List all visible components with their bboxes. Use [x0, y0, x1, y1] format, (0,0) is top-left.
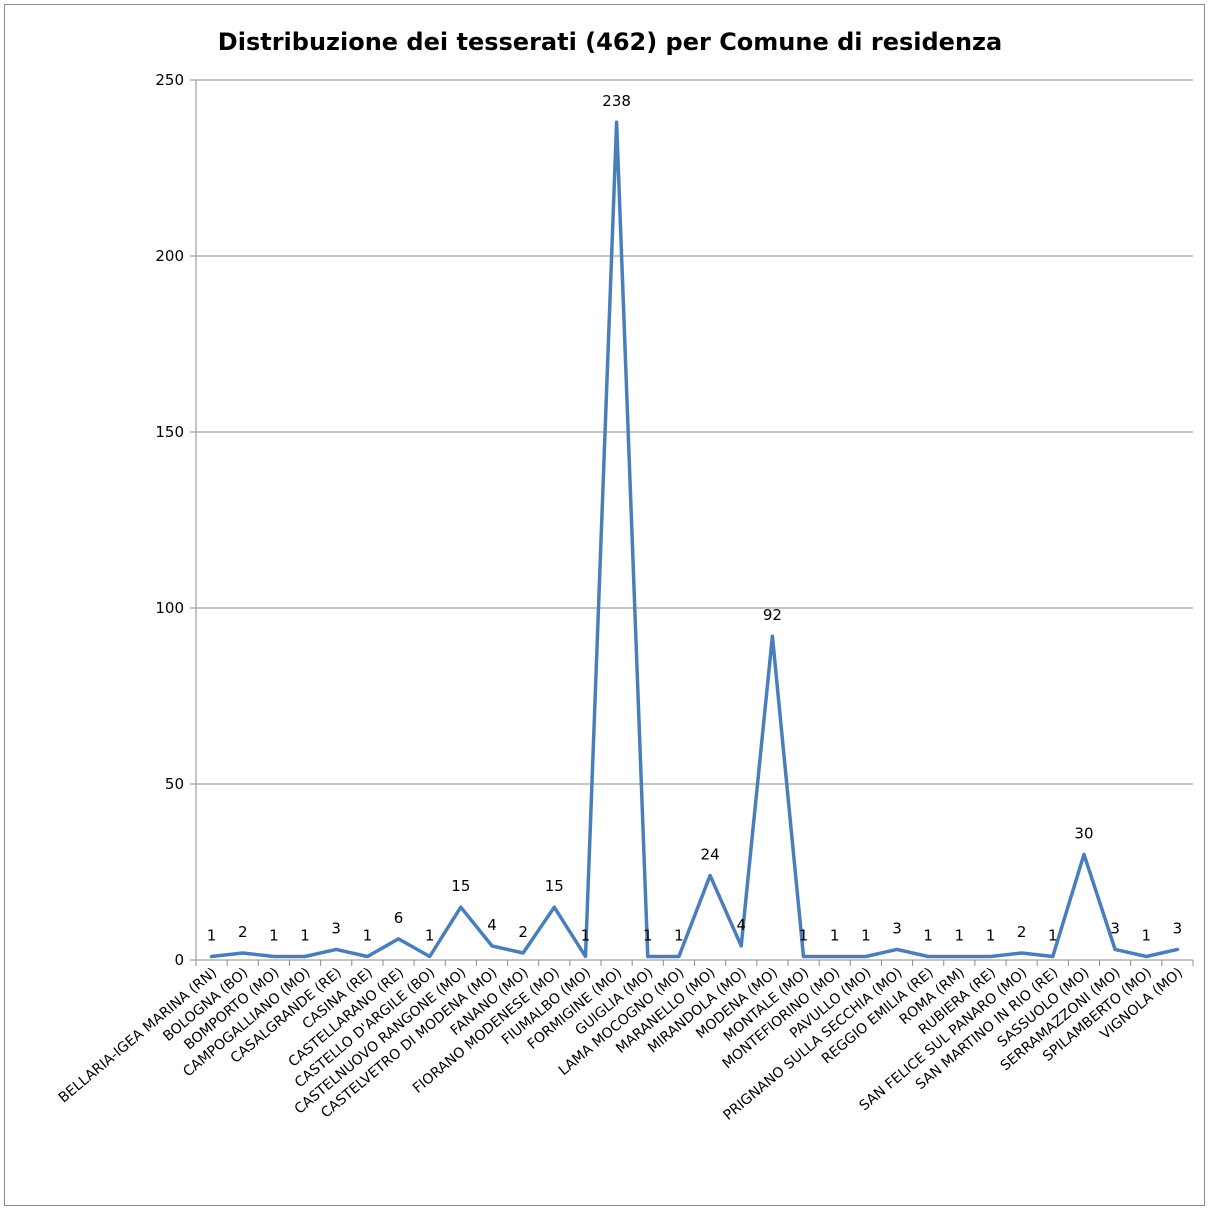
data-point: [552, 905, 556, 909]
data-point: [739, 944, 743, 948]
data-label: 1: [799, 926, 809, 944]
data-point: [428, 954, 432, 958]
data-point: [833, 954, 837, 958]
data-label: 3: [892, 919, 902, 937]
data-label: 24: [701, 846, 720, 864]
data-label: 92: [763, 606, 782, 624]
y-axis-tick-labels: 0 50 100 150 200 250: [155, 71, 184, 969]
data-label: 15: [451, 877, 470, 895]
data-point: [677, 954, 681, 958]
data-label: 1: [955, 926, 965, 944]
series-layer: [209, 120, 1180, 959]
data-label: 1: [425, 926, 435, 944]
data-point: [397, 937, 401, 941]
data-label: 238: [602, 92, 631, 110]
x-axis-tick-labels: BELLARIA-IGEA MARINA (RN)BOLOGNA (BO)BOM…: [56, 965, 1186, 1124]
y-tick-label: 50: [165, 775, 184, 793]
data-point: [1020, 951, 1024, 955]
data-point: [1175, 947, 1179, 951]
data-label: 1: [986, 926, 996, 944]
data-point: [957, 954, 961, 958]
data-point: [615, 120, 619, 124]
y-tick-label: 200: [155, 247, 184, 265]
y-tick-label: 0: [174, 951, 184, 969]
data-label: 1: [1048, 926, 1058, 944]
data-point: [1113, 947, 1117, 951]
data-point: [583, 954, 587, 958]
data-label: 4: [487, 916, 497, 934]
data-label: 1: [830, 926, 840, 944]
data-point: [210, 954, 214, 958]
data-label: 1: [923, 926, 933, 944]
data-point: [521, 951, 525, 955]
data-label: 2: [518, 923, 528, 941]
data-label: 1: [363, 926, 373, 944]
data-point: [646, 954, 650, 958]
data-point: [365, 954, 369, 958]
data-point: [988, 954, 992, 958]
data-label: 2: [1017, 923, 1027, 941]
y-tick-label: 100: [155, 599, 184, 617]
data-point: [1144, 954, 1148, 958]
data-label: 3: [1173, 919, 1183, 937]
data-point: [1082, 852, 1086, 856]
data-label: 4: [736, 916, 746, 934]
data-point: [459, 905, 463, 909]
data-label: 1: [207, 926, 217, 944]
data-point: [864, 954, 868, 958]
y-tick-label: 250: [155, 71, 184, 89]
data-point: [272, 954, 276, 958]
data-point: [926, 954, 930, 958]
data-label: 30: [1074, 824, 1093, 842]
data-point: [770, 634, 774, 638]
data-label: 1: [269, 926, 279, 944]
data-point: [490, 944, 494, 948]
data-label: 1: [861, 926, 871, 944]
data-point: [895, 947, 899, 951]
data-label: 1: [674, 926, 684, 944]
data-label: 3: [331, 919, 341, 937]
data-point: [241, 951, 245, 955]
chart-frame: [4, 4, 1205, 1206]
y-tick-label: 150: [155, 423, 184, 441]
data-point: [708, 874, 712, 878]
data-point: [802, 954, 806, 958]
series-line: [209, 120, 1180, 959]
data-label: 15: [545, 877, 564, 895]
axes: [190, 79, 1194, 966]
data-label: 1: [643, 926, 653, 944]
data-label: 1: [581, 926, 591, 944]
data-point: [1051, 954, 1055, 958]
data-label: 6: [394, 909, 404, 927]
data-point: [334, 947, 338, 951]
data-labels: 1 2 1 1 3 1 6 1 15 4 2 15 1 238 1 1 24 4 92 1 1 1 3 1 1 1 2 1 30 3 1 3: [207, 92, 1182, 944]
data-label: 1: [1141, 926, 1151, 944]
data-label: 1: [300, 926, 310, 944]
gridlines: [196, 79, 1193, 785]
data-label: 3: [1110, 919, 1120, 937]
chart-title: Distribuzione dei tesserati (462) per Co…: [218, 28, 1002, 56]
data-label: 2: [238, 923, 248, 941]
data-point: [303, 954, 307, 958]
